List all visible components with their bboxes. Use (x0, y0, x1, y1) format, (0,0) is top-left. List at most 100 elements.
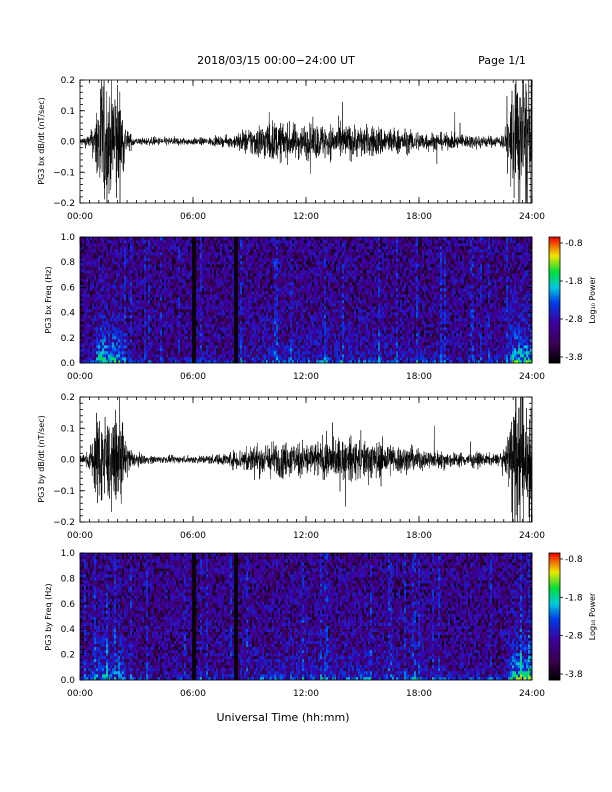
spectrogram-cell (104, 282, 107, 286)
spectrogram-cell (256, 333, 259, 337)
spectrogram-cell (124, 342, 127, 346)
spectrogram-cell (224, 279, 227, 283)
spectrogram-cell (108, 324, 111, 328)
spectrogram-cell (144, 312, 147, 316)
spectrogram-cell (110, 243, 113, 247)
spectrogram-cell (126, 339, 129, 343)
spectrogram-cell (180, 354, 183, 358)
spectrogram-cell (130, 267, 133, 271)
spectrogram-cell (138, 291, 141, 295)
spectrogram-cell (302, 237, 305, 241)
spectrogram-cell (256, 270, 259, 274)
spectrogram-cell (132, 270, 135, 274)
spectrogram-cell (272, 297, 275, 301)
spectrogram-cell (172, 330, 175, 334)
spectrogram-cell (204, 354, 207, 358)
spectrogram-cell (142, 240, 145, 244)
spectrogram-cell (294, 333, 297, 337)
spectrogram-cell (182, 321, 185, 325)
spectrogram-cell (280, 354, 283, 358)
spectrogram-cell (304, 333, 307, 337)
spectrogram-cell (222, 285, 225, 289)
spectrogram-cell (210, 273, 213, 277)
spectrogram-cell (292, 333, 295, 337)
spectrogram-cell (292, 330, 295, 334)
spectrogram-cell (248, 309, 251, 313)
spectrogram-cell (94, 285, 97, 289)
spectrogram-cell (296, 237, 299, 241)
spectrogram-cell (142, 291, 145, 295)
spectrogram-cell (212, 249, 215, 253)
spectrogram-cell (112, 273, 115, 277)
spectrogram-cell (234, 333, 237, 337)
spectrogram-cell (234, 324, 237, 328)
spectrogram-cell (200, 258, 203, 262)
spectrogram-cell (154, 288, 157, 292)
spectrogram-cell (108, 309, 111, 313)
spectrogram-cell (286, 306, 289, 310)
spectrogram-cell (228, 294, 231, 298)
spectrogram-cell (210, 345, 213, 349)
spectrogram-cell (226, 258, 229, 262)
spectrogram-cell (162, 282, 165, 286)
spectrogram-cell (172, 348, 175, 352)
spectrogram-cell (222, 279, 225, 283)
spectrogram-cell (168, 309, 171, 313)
spectrogram-cell (202, 351, 205, 355)
spectrogram-cell (302, 285, 305, 289)
spectrogram-cell (290, 279, 293, 283)
spectrogram-cell (240, 351, 243, 355)
spectrogram-cell (246, 270, 249, 274)
spectrogram-cell (166, 327, 169, 331)
spectrogram-cell (220, 336, 223, 340)
spectrogram-cell (86, 360, 89, 364)
spectrogram-cell (248, 252, 251, 256)
spectrogram-cell (304, 264, 307, 268)
spectrogram-cell (220, 255, 223, 259)
spectrogram-cell (216, 357, 219, 361)
spectrogram-cell (200, 288, 203, 292)
spectrogram-cell (264, 249, 267, 253)
spectrogram-cell (246, 237, 249, 241)
spectrogram-cell (138, 303, 141, 307)
spectrogram-cell (212, 309, 215, 313)
spectrogram-cell (274, 318, 277, 322)
spectrogram-cell (154, 270, 157, 274)
spectrogram-cell (296, 270, 299, 274)
spectrogram-cell (194, 318, 197, 322)
spectrogram-cell (168, 282, 171, 286)
spectrogram-cell (276, 288, 279, 292)
spectrogram-cell (168, 318, 171, 322)
spectrogram-cell (274, 267, 277, 271)
spectrogram-cell (206, 240, 209, 244)
spectrogram-cell (306, 360, 309, 364)
spectrogram-cell (112, 342, 115, 346)
spectrogram-cell (290, 315, 293, 319)
spectrogram-cell (290, 294, 293, 298)
spectrogram-cell (192, 243, 195, 247)
spectrogram-cell (262, 246, 265, 250)
spectrogram-cell (194, 246, 197, 250)
spectrogram-cell (136, 309, 139, 313)
spectrogram-cell (144, 336, 147, 340)
spectrogram-cell (190, 345, 193, 349)
spectrogram-cell (194, 255, 197, 259)
spectrogram-cell (156, 360, 159, 364)
spectrogram-cell (160, 243, 163, 247)
spectrogram-cell (94, 318, 97, 322)
spectrogram-cell (106, 267, 109, 271)
spectrogram-cell (198, 252, 201, 256)
spectrogram-cell (222, 261, 225, 265)
spectrogram-cell (202, 348, 205, 352)
spectrogram-cell (88, 315, 91, 319)
spectrogram-cell (158, 327, 161, 331)
spectrogram-cell (222, 360, 225, 364)
spectrogram-cell (130, 246, 133, 250)
spectrogram-cell (98, 357, 101, 361)
spectrogram-cell (100, 342, 103, 346)
spectrogram-cell (94, 246, 97, 250)
spectrogram-cell (174, 354, 177, 358)
spectrogram-cell (116, 294, 119, 298)
spectrogram-cell (184, 297, 187, 301)
spectrogram-cell (186, 312, 189, 316)
